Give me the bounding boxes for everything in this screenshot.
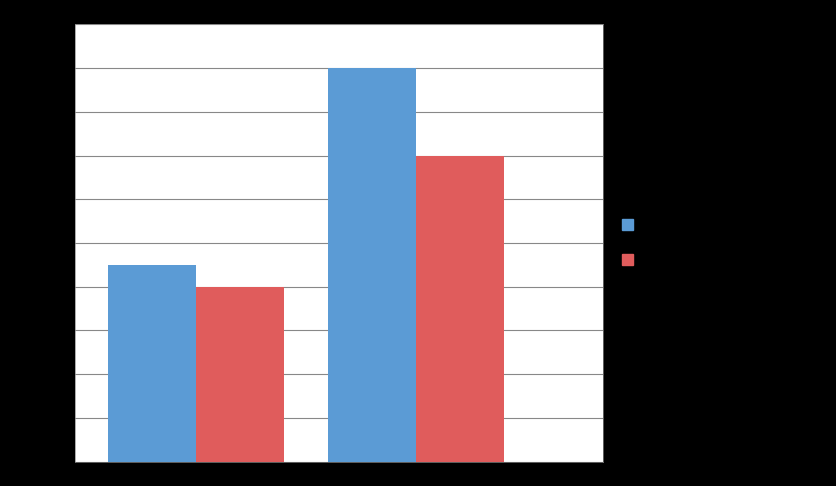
Legend: , : , bbox=[621, 219, 635, 267]
Bar bbox=[328, 68, 415, 462]
Bar bbox=[415, 156, 503, 462]
Bar bbox=[108, 265, 196, 462]
Bar bbox=[196, 287, 283, 462]
